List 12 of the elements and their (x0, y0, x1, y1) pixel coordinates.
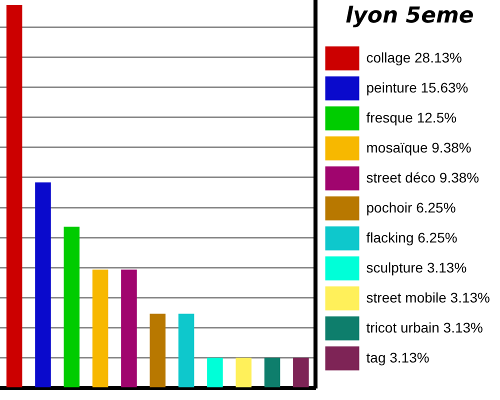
legend-label: flacking 6.25% (366, 229, 458, 246)
legend-label: tricot urbain 3.13% (366, 319, 484, 336)
legend-label: street mobile 3.13% (366, 289, 490, 306)
legend-label: street déco 9.38% (366, 169, 480, 186)
legend-label: tag 3.13% (366, 349, 430, 366)
legend-label: collage 28.13% (366, 49, 462, 66)
legend-label: pochoir 6.25% (366, 199, 456, 216)
legend-label: sculpture 3.13% (366, 259, 467, 276)
legend-label: mosaïque 9.38% (366, 139, 472, 156)
legend-title: lyon 5eme (345, 4, 474, 29)
legend-label: fresque 12.5% (366, 109, 457, 126)
legend-label: peinture 15.63% (366, 79, 468, 96)
